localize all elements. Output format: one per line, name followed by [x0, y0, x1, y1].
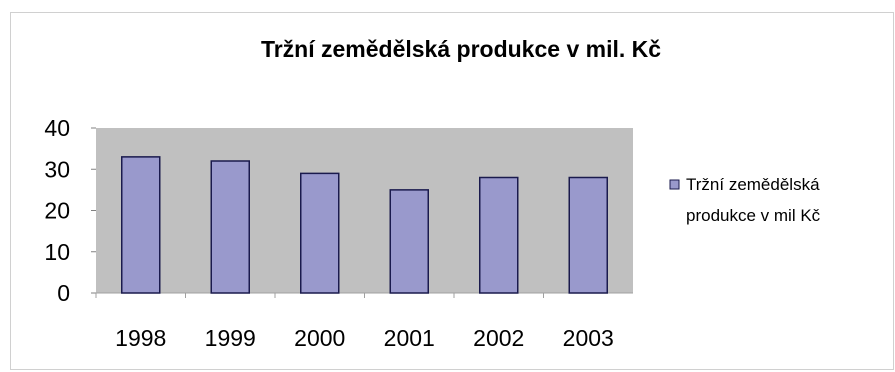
x-tick-label: 2002	[473, 325, 524, 351]
chart-title: Tržní zemědělská produkce v mil. Kč	[261, 36, 661, 62]
bar-2002	[479, 176, 519, 294]
x-tick-label: 2001	[384, 325, 435, 351]
legend-swatch	[669, 179, 680, 190]
x-tick-label: 2003	[563, 325, 614, 351]
x-tick-label: 2000	[294, 325, 345, 351]
y-tick-label: 20	[44, 198, 70, 224]
bar-2001	[389, 189, 429, 294]
y-tick-label: 10	[44, 239, 70, 265]
bar-series	[121, 156, 608, 294]
x-tick-label: 1998	[115, 325, 166, 351]
bar-1998	[121, 156, 161, 294]
legend: Tržní zemědělská produkce v mil Kč	[669, 175, 821, 225]
y-tick-label: 0	[57, 280, 70, 306]
bar-2003	[568, 176, 608, 294]
legend-label-line-1: Tržní zemědělská	[686, 175, 820, 194]
legend-label-line-2: produkce v mil Kč	[686, 206, 821, 225]
bar-1999	[210, 160, 250, 294]
y-tick-label: 40	[44, 115, 70, 141]
plot-area	[96, 128, 633, 293]
x-tick-label: 1999	[205, 325, 256, 351]
y-tick-label: 30	[44, 156, 70, 182]
x-axis: 1998 1999 2000 2001 2002 2003	[95, 293, 614, 351]
bar-2000	[300, 172, 340, 294]
y-axis: 0 10 20 30 40	[44, 115, 96, 306]
